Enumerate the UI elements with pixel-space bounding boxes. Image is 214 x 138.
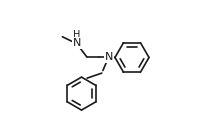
- Text: H: H: [73, 30, 81, 40]
- Text: N: N: [73, 38, 81, 48]
- Text: N: N: [104, 52, 113, 62]
